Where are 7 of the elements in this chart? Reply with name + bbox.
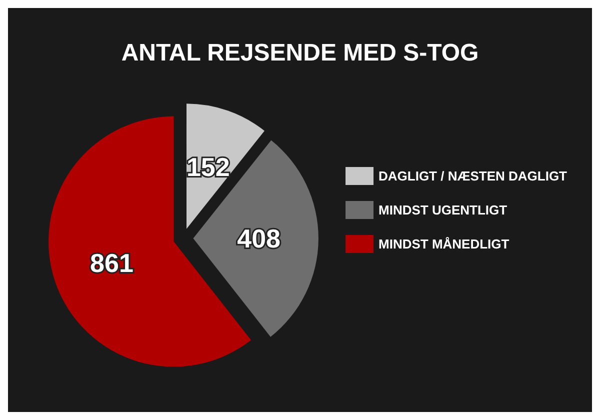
data-label: 861 (90, 248, 134, 278)
legend-label: MINDST UGENTLIGT (378, 202, 508, 218)
data-label: 152 (186, 152, 230, 182)
legend-label: DAGLIGT / NÆSTEN DAGLIGT (378, 168, 568, 184)
data-label: 408 (237, 224, 281, 254)
chart-title: ANTAL REJSENDE MED S-TOG (121, 40, 479, 66)
legend-label: MINDST MÅNEDLIGT (378, 236, 510, 252)
